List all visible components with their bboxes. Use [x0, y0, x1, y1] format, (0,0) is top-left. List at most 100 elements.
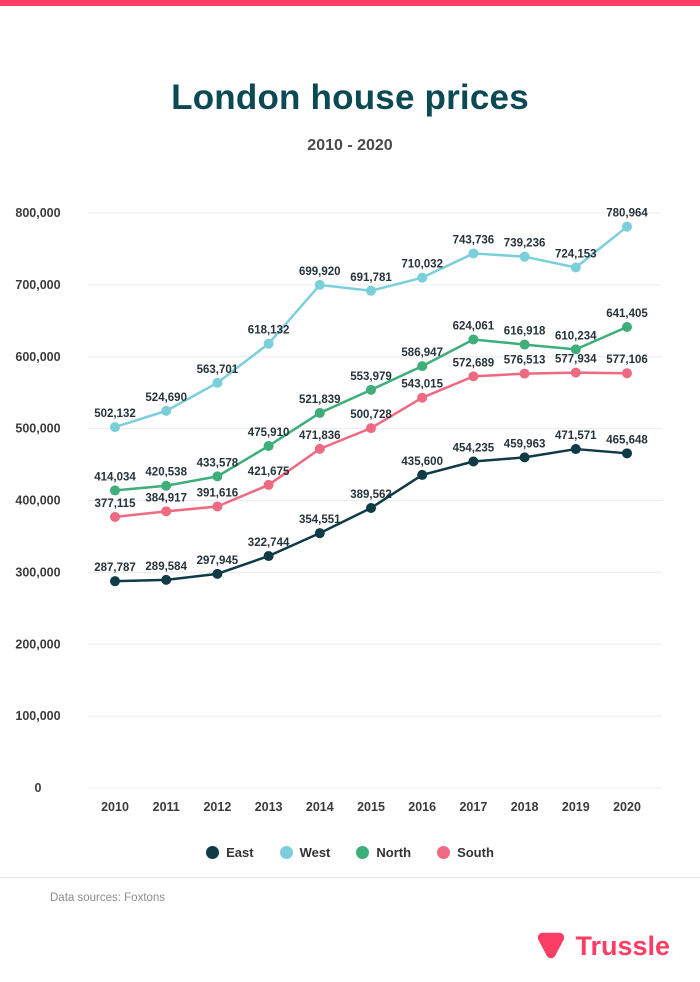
data-point-south — [468, 371, 479, 382]
data-label-north: 475,910 — [248, 427, 290, 439]
data-label-east: 287,787 — [94, 562, 136, 574]
data-point-south — [263, 479, 274, 490]
x-axis-label: 2017 — [459, 800, 487, 814]
line-chart: 0 100,000 200,000 300,000 400,000 500,000 600,… — [0, 180, 700, 825]
data-point-east — [519, 452, 530, 463]
footer-divider — [0, 877, 700, 878]
data-point-west — [110, 422, 120, 433]
data-point-west — [212, 377, 223, 388]
x-axis-label: 2013 — [255, 800, 283, 814]
page-title: London house prices — [171, 78, 529, 117]
data-label-south: 576,513 — [504, 355, 546, 367]
data-label-west: 743,736 — [453, 234, 495, 246]
y-axis-label: 500,000 — [15, 422, 60, 436]
data-point-east — [570, 444, 581, 455]
data-label-east: 389,562 — [350, 489, 392, 501]
data-label-north: 641,405 — [606, 308, 648, 320]
data-point-east — [110, 576, 120, 587]
data-label-south: 421,675 — [248, 466, 290, 478]
data-label-east: 322,744 — [248, 537, 290, 549]
x-axis-label: 2014 — [306, 800, 334, 814]
chart-subtitle: 2010 - 2020 — [307, 137, 393, 154]
y-axis-label: 100,000 — [15, 709, 60, 723]
data-point-north — [212, 471, 223, 482]
y-axis-label: 0 — [35, 781, 42, 795]
data-point-north — [366, 384, 376, 395]
data-label-east: 435,600 — [401, 456, 443, 468]
data-point-south — [366, 423, 376, 434]
x-axis-label: 2019 — [562, 800, 590, 814]
x-axis-label: 2016 — [408, 800, 436, 814]
data-point-west — [366, 285, 376, 296]
chart-legend: East West North South — [0, 843, 700, 861]
legend-item-south: South — [437, 845, 494, 860]
data-label-east: 471,571 — [555, 430, 597, 442]
data-label-west: 691,781 — [350, 272, 392, 284]
x-axis-label: 2018 — [511, 800, 539, 814]
data-point-west — [314, 279, 325, 290]
data-label-south: 391,616 — [197, 488, 239, 500]
data-point-east — [212, 568, 223, 579]
legend-label: South — [457, 844, 494, 860]
brand-logo: Trussle — [534, 928, 670, 964]
y-axis-label: 400,000 — [15, 494, 60, 508]
data-label-north: 616,918 — [504, 326, 546, 338]
data-label-west: 724,153 — [555, 249, 597, 261]
data-label-east: 465,648 — [606, 434, 648, 446]
data-label-south: 500,728 — [350, 409, 392, 421]
data-point-west — [263, 338, 274, 349]
legend-swatch-east — [206, 845, 220, 859]
data-label-south: 572,689 — [453, 357, 495, 369]
data-point-north — [468, 334, 479, 345]
x-axis-label: 2012 — [203, 800, 231, 814]
data-label-west: 563,701 — [197, 364, 239, 376]
data-point-north — [519, 339, 530, 350]
data-point-west — [622, 221, 632, 232]
y-axis-label: 200,000 — [15, 637, 60, 651]
data-point-south — [212, 501, 223, 512]
trussle-logo-icon — [538, 932, 565, 959]
data-label-north: 624,061 — [453, 320, 495, 332]
data-label-east: 459,963 — [504, 438, 546, 450]
data-point-north — [263, 440, 274, 451]
data-point-east — [622, 448, 632, 459]
x-axis-label: 2011 — [153, 800, 180, 814]
data-point-east — [366, 503, 376, 514]
data-point-east — [314, 528, 325, 539]
data-point-south — [314, 443, 325, 454]
data-label-west: 699,920 — [299, 266, 341, 278]
data-point-west — [161, 405, 172, 416]
data-label-north: 420,538 — [145, 467, 187, 479]
series-line-west — [113, 225, 629, 429]
brand-name: Trussle — [575, 931, 670, 961]
x-axis-label: 2020 — [613, 800, 641, 814]
data-point-south — [417, 392, 428, 403]
brand-top-bar — [0, 0, 700, 6]
legend-item-west: West — [279, 844, 331, 860]
y-axis-label: 800,000 — [15, 206, 60, 220]
data-point-south — [110, 511, 120, 522]
data-point-north — [110, 485, 120, 496]
y-axis-label: 300,000 — [15, 565, 60, 579]
data-point-south — [570, 367, 581, 378]
data-label-east: 354,551 — [299, 514, 341, 526]
legend-swatch-west — [279, 845, 293, 859]
data-label-east: 454,235 — [453, 443, 495, 455]
legend-label: North — [376, 844, 412, 860]
data-label-north: 586,947 — [401, 347, 443, 359]
data-label-west: 502,132 — [94, 408, 136, 420]
data-point-south — [622, 368, 632, 379]
data-point-north — [161, 480, 172, 491]
data-label-south: 471,836 — [299, 430, 341, 442]
x-axis-label: 2010 — [101, 800, 129, 814]
data-point-west — [468, 248, 479, 259]
data-label-west: 618,132 — [248, 325, 290, 337]
data-label-south: 384,917 — [145, 492, 187, 504]
data-label-east: 289,584 — [145, 561, 187, 573]
data-point-south — [519, 368, 530, 379]
data-point-south — [161, 506, 172, 517]
data-point-west — [417, 272, 428, 283]
data-label-south: 543,015 — [401, 379, 443, 391]
y-axis-label: 600,000 — [15, 350, 60, 364]
legend-label: West — [299, 844, 331, 860]
